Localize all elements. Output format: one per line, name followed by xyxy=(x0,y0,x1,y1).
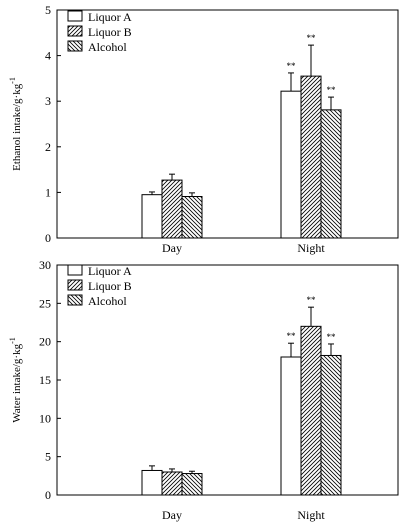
bar xyxy=(181,473,203,496)
legend-label: Liquor B xyxy=(88,279,132,293)
y-axis-label-text: Ethanol intake/g·kg xyxy=(11,83,23,171)
bar xyxy=(161,471,183,496)
y-axis-label-superscript: -1 xyxy=(8,337,17,344)
significance-mark: ** xyxy=(307,33,317,43)
y-tick-label: 10 xyxy=(39,411,51,425)
y-tick-label: 1 xyxy=(45,185,51,199)
significance-mark: ** xyxy=(287,61,297,71)
x-tick-label: Day xyxy=(162,508,182,522)
y-tick-label: 2 xyxy=(45,140,51,154)
y-axis-label-superscript: -1 xyxy=(8,77,17,84)
y-tick-label: 30 xyxy=(39,258,51,272)
bar xyxy=(280,356,302,496)
legend-swatch xyxy=(67,264,83,276)
y-axis-label-text: Water intake/g·kg xyxy=(11,343,23,422)
bar xyxy=(320,354,342,496)
legend-label: Alcohol xyxy=(88,294,127,308)
significance-mark: ** xyxy=(307,295,317,305)
bar xyxy=(300,75,322,239)
significance-mark: ** xyxy=(327,85,337,95)
bar xyxy=(320,109,342,239)
legend-label: Alcohol xyxy=(88,40,127,54)
y-tick-label: 5 xyxy=(45,3,51,17)
legend-swatch xyxy=(67,294,83,306)
bar xyxy=(141,194,163,239)
x-tick-label: Night xyxy=(297,241,325,255)
y-tick-label: 20 xyxy=(39,335,51,349)
legend-label: Liquor A xyxy=(88,264,132,278)
legend-swatch xyxy=(67,25,83,37)
plot-frame xyxy=(56,9,399,239)
legend-label: Liquor B xyxy=(88,25,132,39)
bar xyxy=(181,196,203,239)
y-axis-label: Ethanol intake/g·kg-1 xyxy=(8,77,23,171)
bar xyxy=(141,469,163,496)
y-tick-label: 0 xyxy=(45,488,51,502)
y-axis-label: Water intake/g·kg-1 xyxy=(8,337,23,423)
y-tick-label: 5 xyxy=(45,450,51,464)
y-tick-label: 0 xyxy=(45,231,51,245)
ethanol-intake-chart: 0 1 2 3 4 5 Ethanol intake/g·kg-1 Day Night ** ** *… xyxy=(8,3,399,255)
x-tick-label: Day xyxy=(162,241,182,255)
bar xyxy=(280,90,302,239)
legend-swatch xyxy=(67,40,83,52)
legend-swatch xyxy=(67,279,83,291)
y-tick-label: 3 xyxy=(45,94,51,108)
legend-swatch xyxy=(67,10,83,22)
y-tick-label: 25 xyxy=(39,296,51,310)
water-intake-chart: 0 5 10 15 20 25 30 Water intake/g·kg-1 Day Night *… xyxy=(8,258,399,522)
significance-mark: ** xyxy=(327,332,337,342)
significance-mark: ** xyxy=(287,331,297,341)
bar xyxy=(161,179,183,239)
x-tick-label: Night xyxy=(297,508,325,522)
legend-label: Liquor A xyxy=(88,10,132,24)
bar xyxy=(300,325,322,496)
y-tick-label: 4 xyxy=(45,49,51,63)
y-tick-label: 15 xyxy=(39,373,51,387)
